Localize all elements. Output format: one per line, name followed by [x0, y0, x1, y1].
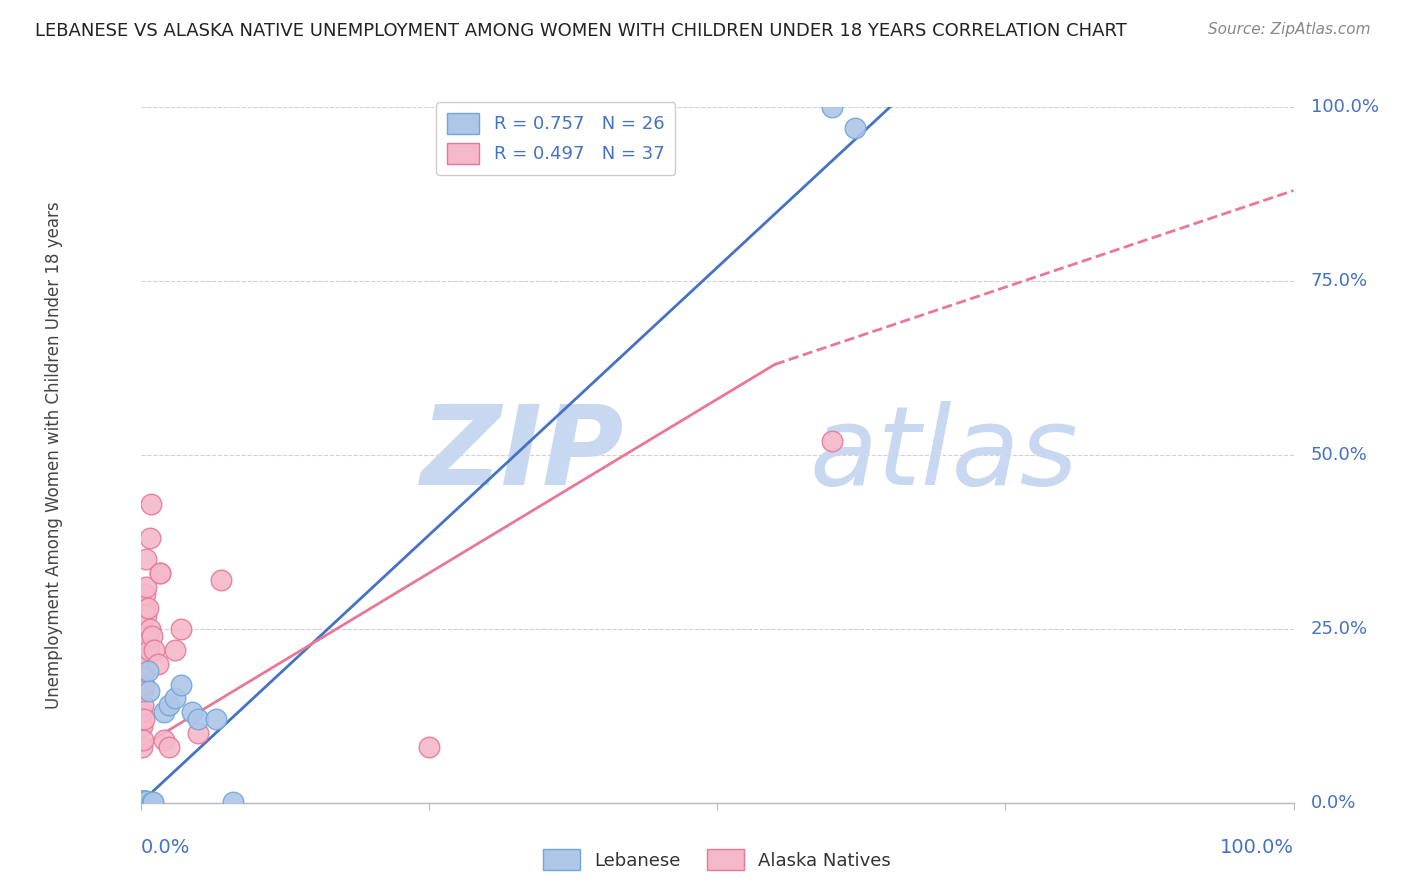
- Point: [152, 706, 174, 720]
- Point: [135, 607, 157, 622]
- Point: [131, 706, 153, 720]
- Point: [844, 120, 866, 135]
- Point: [149, 566, 172, 581]
- Point: [204, 712, 226, 726]
- Point: [141, 795, 163, 809]
- Point: [136, 664, 159, 678]
- Point: [129, 796, 152, 810]
- Point: [129, 796, 152, 810]
- Point: [138, 642, 160, 657]
- Point: [159, 740, 180, 755]
- Point: [134, 587, 156, 601]
- Point: [141, 629, 163, 643]
- Point: [132, 795, 155, 809]
- Point: [821, 100, 844, 114]
- Point: [170, 622, 193, 636]
- Point: [132, 794, 155, 808]
- Text: 100.0%: 100.0%: [1310, 98, 1379, 116]
- Point: [129, 796, 152, 810]
- Point: [165, 642, 187, 657]
- Text: 0.0%: 0.0%: [1310, 794, 1357, 812]
- Text: 0.0%: 0.0%: [141, 838, 190, 856]
- Point: [821, 434, 844, 448]
- Point: [143, 642, 166, 657]
- Point: [134, 601, 156, 615]
- Text: Unemployment Among Women with Children Under 18 years: Unemployment Among Women with Children U…: [45, 201, 63, 709]
- Point: [134, 794, 156, 808]
- Point: [152, 733, 174, 747]
- Point: [418, 740, 440, 755]
- Point: [131, 719, 153, 733]
- Text: atlas: atlas: [810, 401, 1078, 508]
- Point: [134, 795, 156, 809]
- Point: [146, 657, 169, 671]
- Point: [135, 794, 157, 808]
- Point: [139, 622, 162, 636]
- Text: 100.0%: 100.0%: [1219, 838, 1294, 856]
- Point: [135, 580, 157, 594]
- Text: Source: ZipAtlas.com: Source: ZipAtlas.com: [1208, 22, 1371, 37]
- Point: [149, 566, 172, 581]
- Point: [159, 698, 180, 713]
- Point: [132, 698, 155, 713]
- Point: [132, 664, 155, 678]
- Point: [132, 712, 155, 726]
- Point: [170, 677, 193, 691]
- Point: [142, 795, 165, 809]
- Point: [132, 794, 155, 808]
- Text: ZIP: ZIP: [422, 401, 624, 508]
- Point: [181, 706, 204, 720]
- Point: [187, 726, 209, 740]
- Point: [136, 629, 159, 643]
- Point: [165, 691, 187, 706]
- Point: [131, 794, 153, 808]
- Point: [132, 733, 155, 747]
- Point: [187, 712, 209, 726]
- Text: LEBANESE VS ALASKA NATIVE UNEMPLOYMENT AMONG WOMEN WITH CHILDREN UNDER 18 YEARS : LEBANESE VS ALASKA NATIVE UNEMPLOYMENT A…: [35, 22, 1128, 40]
- Point: [222, 795, 245, 809]
- Point: [132, 795, 155, 809]
- Point: [134, 649, 156, 664]
- Point: [132, 677, 155, 691]
- Point: [131, 740, 153, 755]
- Point: [139, 497, 162, 511]
- Text: 75.0%: 75.0%: [1310, 272, 1368, 290]
- Legend: Lebanese, Alaska Natives: Lebanese, Alaska Natives: [536, 842, 898, 877]
- Point: [135, 794, 157, 808]
- Point: [139, 532, 162, 546]
- Text: 50.0%: 50.0%: [1310, 446, 1368, 464]
- Point: [136, 601, 159, 615]
- Point: [209, 573, 232, 587]
- Point: [132, 684, 155, 698]
- Point: [132, 794, 155, 808]
- Text: 25.0%: 25.0%: [1310, 620, 1368, 638]
- Point: [135, 552, 157, 566]
- Point: [131, 795, 153, 809]
- Point: [132, 794, 155, 808]
- Point: [138, 684, 160, 698]
